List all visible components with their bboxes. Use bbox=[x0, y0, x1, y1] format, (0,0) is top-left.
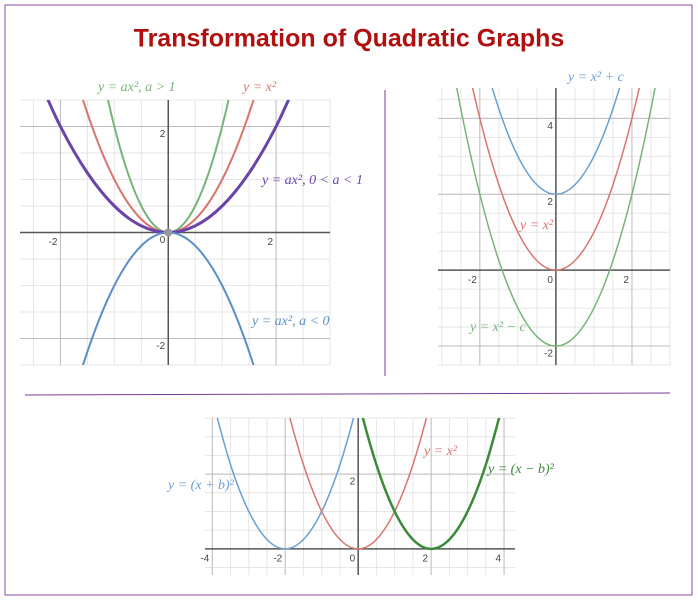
curve-label: y = x² bbox=[422, 444, 458, 459]
title: Transformation of Quadratic Graphs bbox=[134, 25, 565, 53]
curve-label: y = (x + b)² bbox=[166, 478, 235, 493]
curve bbox=[491, 88, 621, 195]
frame bbox=[4, 4, 693, 596]
curve-label: y = x² bbox=[518, 218, 554, 233]
curve bbox=[289, 418, 428, 550]
x-tick-label: -2 bbox=[49, 237, 58, 248]
x-tick-label: 0 bbox=[350, 553, 356, 564]
y-tick-label: 2 bbox=[547, 197, 553, 208]
curve-label: y = ax², a > 1 bbox=[96, 80, 176, 95]
chart: -4 -2 0 2 4 2 y = (x + b)² y = x² y = (x − b)² bbox=[166, 417, 555, 575]
curve bbox=[456, 88, 656, 347]
curve-label: y = x² + c bbox=[566, 70, 625, 85]
curve-label: y = ax², a < 0 bbox=[250, 314, 330, 329]
curve bbox=[361, 418, 501, 551]
y-tick-label: 2 bbox=[160, 129, 166, 140]
curve-label: y = x² − c bbox=[468, 320, 527, 335]
chart: -2 0 2 -2 2 4 y = x² + c y = x² y = x² − c bbox=[438, 70, 671, 366]
x-tick-label: 2 bbox=[268, 237, 274, 248]
divider bbox=[24, 392, 671, 396]
y-tick-label: 4 bbox=[547, 121, 553, 132]
x-tick-label: 0 bbox=[547, 275, 553, 286]
y-tick-label: 0 bbox=[160, 235, 166, 246]
plot-area bbox=[456, 88, 656, 347]
origin-dot bbox=[164, 228, 173, 237]
y-tick-label: -2 bbox=[544, 349, 553, 360]
y-tick-label: -2 bbox=[156, 341, 165, 352]
x-tick-label: 2 bbox=[423, 553, 429, 564]
x-tick-label: -2 bbox=[273, 553, 282, 564]
plot-area bbox=[216, 418, 501, 551]
x-tick-label: 4 bbox=[495, 553, 501, 564]
curve-label: y = (x − b)² bbox=[486, 462, 555, 477]
x-tick-label: -2 bbox=[468, 275, 477, 286]
curve bbox=[471, 88, 640, 271]
curve-label: y = x² bbox=[241, 80, 277, 95]
curve-label: y = ax², 0 < a < 1 bbox=[260, 173, 363, 188]
x-tick-label: -4 bbox=[200, 553, 209, 564]
curve bbox=[216, 418, 355, 550]
chart: -2 2 -2 0 2 y = ax², a > 1 y = x² y = ax², 0 < … bbox=[20, 80, 363, 366]
x-tick-label: 2 bbox=[623, 275, 629, 286]
y-tick-label: 2 bbox=[350, 477, 356, 488]
